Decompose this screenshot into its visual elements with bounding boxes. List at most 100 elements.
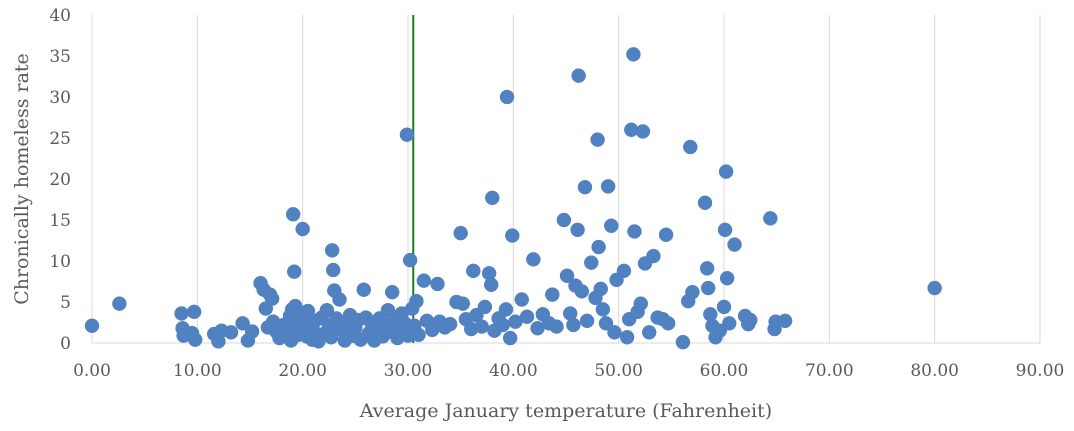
data-point [635, 124, 651, 139]
data-point [545, 287, 560, 302]
data-point [295, 221, 310, 237]
data-point [244, 324, 260, 339]
x-tick-label: 10.00 [173, 361, 222, 381]
data-point [495, 317, 511, 333]
y-tick-label: 40 [49, 6, 71, 26]
data-point [112, 296, 127, 311]
data-point [416, 273, 432, 288]
data-point [402, 252, 418, 268]
x-tick-label: 90.00 [1016, 361, 1065, 381]
data-point [498, 302, 514, 317]
data-point [700, 280, 716, 296]
data-point [430, 276, 445, 292]
data-point [223, 325, 239, 340]
data-point [722, 316, 737, 331]
data-point [718, 164, 734, 179]
y-tick-label: 0 [60, 334, 71, 354]
data-point [514, 292, 530, 307]
data-point [675, 334, 691, 350]
data-point [658, 227, 674, 243]
y-tick-label: 35 [49, 47, 71, 67]
data-point [325, 262, 341, 278]
data-point [324, 243, 340, 258]
data-point [474, 319, 489, 334]
data-point [727, 237, 742, 252]
data-point [477, 299, 493, 315]
x-tick-label: 0.00 [73, 361, 111, 381]
data-point [384, 284, 400, 300]
x-tick-label: 60.00 [700, 361, 749, 381]
data-point [777, 313, 793, 329]
data-point [505, 228, 520, 243]
data-point [399, 127, 415, 142]
data-point [566, 317, 581, 333]
data-point [619, 330, 635, 345]
x-tick-label: 20.00 [278, 361, 327, 381]
data-point [187, 332, 203, 347]
data-point [641, 325, 657, 340]
data-point [685, 284, 700, 300]
data-point [174, 306, 189, 321]
data-point [466, 263, 481, 279]
data-point [616, 263, 632, 279]
data-point [646, 248, 661, 264]
data-point [699, 261, 715, 276]
data-point [604, 218, 619, 233]
data-point [574, 284, 590, 299]
y-tick-label: 5 [60, 293, 71, 313]
data-point [716, 299, 732, 315]
data-point [556, 212, 572, 228]
x-tick-label: 80.00 [910, 361, 959, 381]
data-point [319, 302, 335, 318]
data-point [595, 302, 611, 317]
y-tick-label: 10 [49, 252, 71, 272]
data-point [264, 291, 280, 306]
data-point [356, 282, 372, 297]
data-point [300, 303, 316, 319]
x-tick-label: 40.00 [489, 361, 538, 381]
gridlines [196, 15, 1041, 343]
data-point [600, 179, 616, 194]
data-point [186, 304, 202, 320]
data-point [409, 293, 424, 309]
x-axis-title: Average January temperature (Fahrenheit) [359, 400, 772, 422]
data-point [584, 255, 599, 270]
data-point [719, 270, 735, 286]
data-point [571, 68, 586, 83]
data-point [660, 316, 676, 331]
data-point [549, 319, 564, 334]
data-point [598, 316, 614, 331]
x-tick-label: 50.00 [594, 361, 643, 381]
data-point [607, 325, 622, 340]
data-point [526, 252, 541, 267]
y-tick-label: 20 [49, 170, 71, 190]
y-axis-title: Chronically homeless rate [11, 53, 33, 305]
data-point [411, 327, 426, 343]
data-point [697, 195, 713, 211]
data-point [717, 222, 733, 238]
data-point [559, 268, 575, 284]
data-point [927, 280, 942, 296]
data-point [286, 264, 302, 279]
data-point [570, 222, 585, 238]
data-point [590, 132, 605, 147]
y-tick-label: 30 [49, 88, 71, 108]
axes [91, 15, 1040, 344]
data-point [633, 296, 649, 311]
data-point [519, 309, 535, 325]
data-point [323, 330, 339, 345]
data-point [332, 292, 347, 307]
data-point [591, 239, 606, 255]
data-points [84, 47, 942, 350]
y-tick-label: 25 [49, 129, 71, 149]
data-point [683, 139, 698, 155]
data-point [577, 179, 593, 195]
data-point [627, 224, 642, 239]
data-point [626, 47, 641, 62]
data-point [763, 211, 778, 226]
data-point [593, 281, 609, 297]
data-point [499, 89, 515, 105]
data-point [483, 277, 499, 293]
